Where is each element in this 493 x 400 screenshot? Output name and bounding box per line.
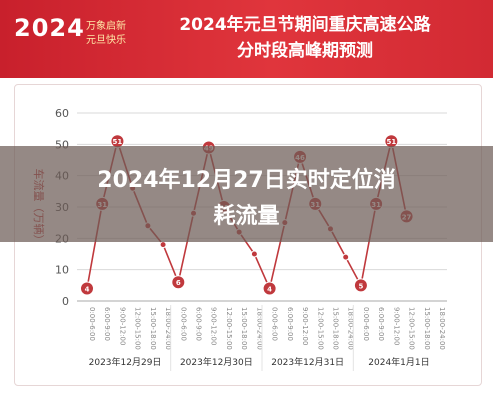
x-tick-label: 0:00-6:00 (179, 307, 187, 341)
logo-slogan-1: 万象启新 (86, 21, 126, 32)
x-tick-label: 6:00-9:00 (377, 307, 385, 341)
data-label: 6 (176, 279, 181, 287)
data-label: 4 (85, 285, 90, 293)
x-tick-label: 0:00-6:00 (88, 307, 96, 341)
x-tick-label: 15:00-18:00 (331, 307, 339, 350)
headline-line-2: 分时段高峰期预测 (237, 41, 373, 61)
data-point (80, 281, 94, 296)
group-label: 2024年1月1日 (368, 356, 429, 368)
logo-year: 2024 (14, 14, 85, 42)
y-tick-label: 0 (62, 295, 69, 308)
data-label: 51 (386, 138, 396, 146)
x-tick-label: 0:00-6:00 (271, 307, 279, 341)
x-tick-label: 12:00-15:00 (225, 307, 233, 350)
x-tick-label: 6:00-9:00 (103, 307, 111, 341)
data-point (159, 241, 167, 249)
x-tick-label: 18:00-24:00 (347, 307, 355, 350)
x-tick-label: 12:00-15:00 (316, 307, 324, 350)
group-label: 2023年12月30日 (180, 356, 253, 368)
x-tick-label: 9:00-12:00 (210, 307, 218, 345)
x-tick-label: 12:00-15:00 (134, 307, 142, 350)
header-banner: 2024 万象启新 元旦快乐 2024年元旦节期间重庆高速公路 分时段高峰期预测 (0, 0, 493, 78)
data-label: 51 (113, 138, 123, 146)
x-tick-label: 6:00-9:00 (195, 307, 203, 341)
data-point (342, 253, 350, 261)
x-tick-label: 18:00-24:00 (255, 307, 263, 350)
group-label: 2023年12月31日 (271, 356, 344, 368)
headline-line-1: 2024年元旦节期间重庆高速公路 (179, 15, 431, 35)
data-point (250, 250, 258, 258)
x-tick-label: 12:00-15:00 (408, 307, 416, 350)
y-tick-label: 10 (55, 264, 69, 277)
y-tick-label: 60 (55, 107, 69, 120)
overlay-title-line-2: 耗流量 (213, 204, 280, 229)
x-tick-label: 9:00-12:00 (392, 307, 400, 345)
x-tick-label: 15:00-18:00 (240, 307, 248, 350)
data-point (353, 278, 368, 293)
x-tick-label: 18:00-24:00 (438, 307, 446, 350)
x-tick-label: 9:00-12:00 (118, 307, 126, 345)
title-overlay: 2024年12月27日实时定位消 耗流量 (0, 146, 493, 242)
data-point (262, 281, 277, 296)
x-tick-label: 6:00-9:00 (286, 307, 294, 341)
x-tick-label: 18:00-24:00 (164, 307, 172, 350)
group-label: 2023年12月29日 (89, 356, 162, 368)
x-tick-label: 0:00-6:00 (362, 307, 370, 341)
data-label: 4 (267, 285, 272, 293)
data-point (171, 275, 186, 290)
logo-slogan-2: 元旦快乐 (86, 35, 126, 46)
x-tick-label: 15:00-18:00 (149, 307, 157, 350)
overlay-title-line-1: 2024年12月27日实时定位消 (97, 168, 396, 193)
data-label: 5 (358, 282, 363, 290)
x-tick-label: 9:00-12:00 (301, 307, 309, 345)
x-tick-label: 15:00-18:00 (423, 307, 431, 350)
